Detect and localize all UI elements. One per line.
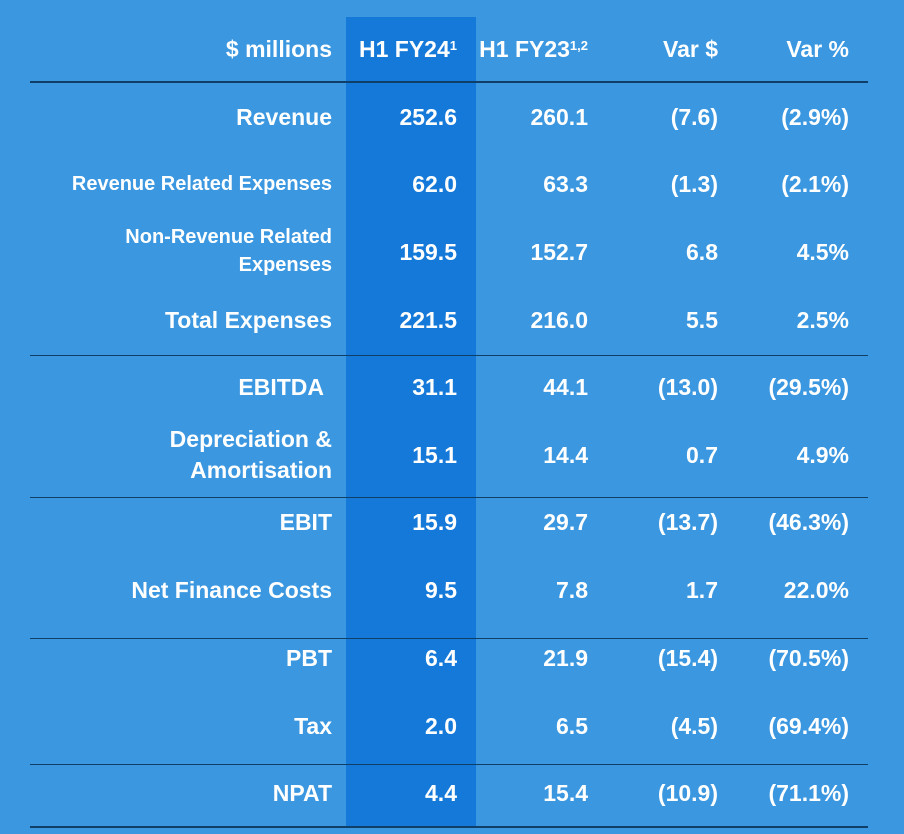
- cell-pbt-var-dollar: (15.4): [657, 645, 718, 671]
- cell-ebitda-var-dollar: (13.0): [657, 374, 718, 400]
- cell-pbt-var-percent: (70.5%): [768, 645, 849, 671]
- cell-ebit-var-percent: (46.3%): [768, 509, 849, 535]
- cell-npat-h1fy24: 4.4: [425, 780, 457, 806]
- cell-da-h1fy24: 15.1: [412, 442, 457, 468]
- row-label-revenue-related-expenses: Revenue Related Expenses: [71, 173, 332, 195]
- cell-pbt-h1fy23: 21.9: [543, 645, 588, 671]
- cell-pbt-h1fy24: 6.4: [425, 645, 457, 671]
- cell-nfc-var-percent: 22.0%: [783, 577, 849, 603]
- cell-revenue-var-percent: (2.9%): [781, 104, 849, 130]
- divider-ebit: [30, 497, 868, 498]
- row-label-pbt: PBT: [286, 645, 332, 671]
- row-label-net-finance-costs: Net Finance Costs: [131, 577, 332, 603]
- cell-npat-h1fy23: 15.4: [543, 780, 588, 806]
- cell-npat-var-dollar: (10.9): [657, 780, 718, 806]
- cell-ebit-h1fy23: 29.7: [543, 509, 588, 535]
- cell-nrre-var-percent: 4.5%: [796, 239, 849, 265]
- cell-total-expenses-h1fy23: 216.0: [530, 307, 588, 333]
- divider-pbt: [30, 638, 868, 639]
- cell-ebitda-var-percent: (29.5%): [768, 374, 849, 400]
- cell-nrre-var-dollar: 6.8: [686, 239, 718, 265]
- cell-npat-var-percent: (71.1%): [768, 780, 849, 806]
- highlight-column-h1fy24: [346, 17, 476, 827]
- cell-tax-h1fy24: 2.0: [425, 713, 457, 739]
- row-label-non-revenue-related-line1: Non-Revenue Related: [125, 226, 332, 248]
- cell-nfc-h1fy23: 7.8: [556, 577, 588, 603]
- cell-da-var-dollar: 0.7: [686, 442, 718, 468]
- cell-nrre-h1fy24: 159.5: [399, 239, 457, 265]
- cell-rre-h1fy23: 63.3: [543, 171, 588, 197]
- header-h1fy24: H1 FY241: [359, 36, 457, 62]
- row-label-depreciation-line1: Depreciation &: [169, 426, 332, 452]
- cell-da-var-percent: 4.9%: [796, 442, 849, 468]
- cell-nfc-var-dollar: 1.7: [686, 577, 718, 603]
- cell-ebit-h1fy24: 15.9: [412, 509, 457, 535]
- header-var-dollar: Var $: [663, 36, 718, 62]
- row-label-ebit: EBIT: [279, 509, 332, 535]
- cell-rre-var-percent: (2.1%): [781, 171, 849, 197]
- cell-revenue-h1fy24: 252.6: [399, 104, 457, 130]
- cell-tax-var-dollar: (4.5): [670, 713, 718, 739]
- row-label-npat: NPAT: [272, 780, 332, 806]
- row-label-total-expenses: Total Expenses: [164, 307, 332, 333]
- cell-rre-h1fy24: 62.0: [412, 171, 457, 197]
- cell-ebitda-h1fy24: 31.1: [412, 374, 457, 400]
- cell-rre-var-dollar: (1.3): [670, 171, 718, 197]
- divider-ebitda: [30, 355, 868, 356]
- cell-total-expenses-var-percent: 2.5%: [796, 307, 849, 333]
- divider-npat: [30, 764, 868, 765]
- cell-total-expenses-var-dollar: 5.5: [686, 307, 718, 333]
- cell-ebit-var-dollar: (13.7): [657, 509, 718, 535]
- row-label-revenue: Revenue: [236, 104, 332, 130]
- header-divider: [30, 81, 868, 83]
- header-var-percent: Var %: [786, 36, 849, 62]
- table-bottom-rule: [30, 826, 868, 828]
- cell-revenue-var-dollar: (7.6): [670, 104, 718, 130]
- cell-ebitda-h1fy23: 44.1: [543, 374, 588, 400]
- cell-total-expenses-h1fy24: 221.5: [399, 307, 457, 333]
- cell-revenue-h1fy23: 260.1: [530, 104, 588, 130]
- cell-tax-h1fy23: 6.5: [556, 713, 588, 739]
- cell-nrre-h1fy23: 152.7: [530, 239, 588, 265]
- row-label-non-revenue-related-line2: Expenses: [238, 254, 332, 276]
- row-label-ebitda: EBITDA: [238, 374, 324, 400]
- row-label-tax: Tax: [294, 713, 332, 739]
- cell-tax-var-percent: (69.4%): [768, 713, 849, 739]
- cell-da-h1fy23: 14.4: [543, 442, 588, 468]
- cell-nfc-h1fy24: 9.5: [425, 577, 457, 603]
- row-label-depreciation-line2: Amortisation: [190, 457, 332, 483]
- header-label: $ millions: [225, 36, 332, 62]
- header-h1fy23: H1 FY231,2: [479, 36, 588, 62]
